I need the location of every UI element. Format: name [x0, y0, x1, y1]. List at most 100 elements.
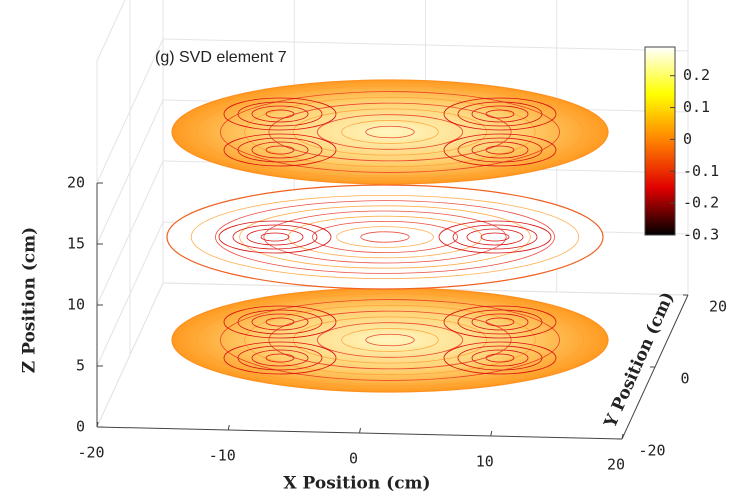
z-tick-label: 20 [67, 174, 85, 192]
x-tick-label: 0 [349, 450, 358, 468]
colorbar-tick-label: -0.1 [683, 162, 719, 180]
contour [265, 353, 295, 363]
contour [237, 345, 323, 371]
contour [223, 133, 337, 167]
x-tick-label: -20 [77, 444, 104, 462]
contour [292, 108, 488, 156]
contour [265, 317, 295, 327]
slice [171, 287, 609, 393]
contour [457, 101, 543, 127]
contour [443, 305, 557, 339]
contour [452, 224, 538, 250]
contour [260, 232, 290, 242]
contour [232, 224, 318, 250]
contour [292, 316, 488, 364]
grid-line [162, 38, 689, 52]
y-tick-label: 0 [680, 370, 689, 388]
z-tick-label: 0 [76, 418, 85, 436]
contour [265, 109, 295, 119]
contour [239, 205, 531, 269]
contour [485, 317, 515, 327]
colorbar-tick-label: -0.3 [683, 226, 719, 244]
colorbar-tick-label: 0 [683, 130, 692, 148]
colorbar-fill [644, 46, 676, 236]
contour [485, 145, 515, 155]
contour [268, 102, 512, 162]
contour [265, 145, 295, 155]
contour [471, 141, 529, 159]
contour [246, 228, 304, 246]
x-axis-label: X Position (cm) [283, 474, 430, 494]
x-tick [359, 427, 361, 434]
grid-line [96, 282, 164, 428]
contour [311, 220, 459, 253]
contour [251, 141, 309, 159]
x-tick-label: 20 [607, 456, 625, 474]
y-tick-label: 20 [709, 298, 727, 316]
contour [251, 105, 309, 123]
contour [471, 313, 529, 331]
grid-line [96, 160, 164, 306]
contour [457, 137, 543, 163]
contour [287, 215, 483, 259]
contour [365, 333, 415, 347]
y-axis-label: Y Position (cm) [600, 289, 678, 432]
chart-title: (g) SVD element 7 [155, 49, 287, 66]
x-tick-label: -10 [209, 447, 236, 465]
contour [237, 309, 323, 335]
contour [316, 114, 464, 150]
contour [244, 96, 536, 168]
contour [190, 194, 580, 279]
slice [166, 184, 604, 290]
z-tick-label: 10 [67, 296, 85, 314]
slice [171, 79, 609, 185]
contour [443, 97, 557, 131]
contour [341, 120, 439, 144]
contour [443, 341, 557, 375]
colorbar-tick-label: 0.1 [683, 98, 710, 116]
grid-line [96, 38, 164, 184]
colorbar: -0.3 -0.2 -0.1 0 0.1 0.2 [644, 46, 719, 244]
contour [471, 349, 529, 367]
z-tick-label: 5 [76, 357, 85, 375]
contour [360, 231, 410, 243]
contour [268, 310, 512, 370]
contour [316, 322, 464, 358]
box-edge [96, 0, 126, 62]
contour [251, 313, 309, 331]
contour [195, 85, 585, 179]
contour [466, 228, 524, 246]
contour [223, 97, 337, 131]
contour [341, 328, 439, 352]
colorbar-tick-label: 0.2 [683, 66, 710, 84]
x-tick [96, 421, 99, 428]
z-axis-label: Z Position (cm) [20, 227, 40, 373]
contour [365, 125, 415, 139]
contour [263, 210, 507, 264]
contour-slices [166, 79, 609, 393]
contour [457, 345, 543, 371]
contour [218, 220, 332, 254]
contour [471, 105, 529, 123]
contour [485, 109, 515, 119]
contour [244, 304, 536, 376]
contour [336, 226, 434, 248]
y-tick-label: -20 [638, 442, 665, 460]
contour [237, 101, 323, 127]
z-tick-label: 15 [67, 235, 85, 253]
contour [215, 200, 555, 274]
grid-line [96, 99, 164, 245]
x-tick [490, 430, 493, 437]
contour [457, 309, 543, 335]
contour [220, 91, 560, 173]
x-tick [227, 424, 230, 431]
contour [223, 341, 337, 375]
x-tick-label: 10 [476, 453, 494, 471]
x-tick [621, 433, 624, 440]
colorbar-tick-label: -0.2 [683, 194, 719, 212]
grid-line [96, 221, 164, 367]
contour [438, 220, 552, 254]
contour [251, 349, 309, 367]
contour [195, 293, 585, 387]
